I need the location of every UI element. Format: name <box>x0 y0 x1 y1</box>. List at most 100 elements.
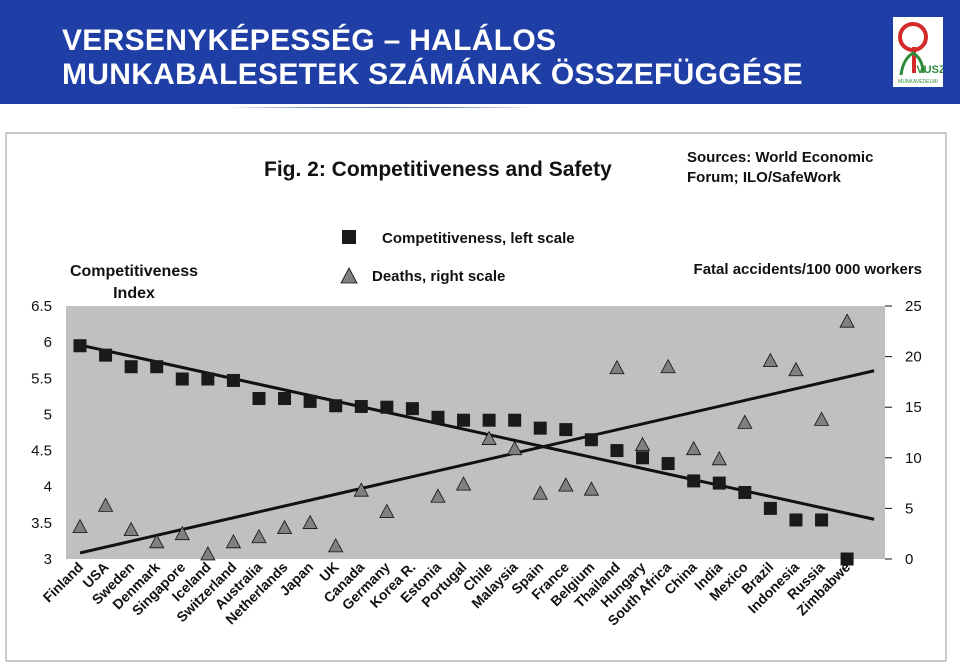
competitiveness-series <box>73 339 854 566</box>
competitiveness-point <box>175 372 189 386</box>
y-right-tick-label: 0 <box>905 551 913 568</box>
competitiveness-point <box>636 451 650 465</box>
y-right-tick-label: 25 <box>905 298 922 315</box>
y-right-tick-label: 15 <box>905 399 922 416</box>
competitiveness-point <box>482 413 496 427</box>
deaths-trendline <box>79 369 875 555</box>
chart-title: Fig. 2: Competitiveness and Safety <box>264 158 612 181</box>
competitiveness-point <box>329 399 343 413</box>
competitiveness-point <box>738 485 752 499</box>
y-left-ticks: 3 3.5 4 4.5 5 5.5 6 6.5 <box>31 298 52 568</box>
deaths-point <box>200 546 216 561</box>
legend-deaths-label: Deaths, right scale <box>372 268 505 285</box>
competitiveness-point <box>201 372 215 386</box>
competitiveness-point <box>150 360 164 374</box>
deaths-point <box>328 538 344 553</box>
deaths-point <box>634 436 651 452</box>
deaths-point <box>174 525 190 541</box>
competitiveness-point <box>712 476 726 490</box>
deaths-point <box>123 521 139 537</box>
y-right-ticks: 0 5 10 15 20 25 <box>885 298 922 568</box>
competitiveness-point <box>815 513 829 527</box>
y-left-tick-label: 3.5 <box>31 515 52 532</box>
competitiveness-point <box>763 501 777 515</box>
legend-triangle-marker <box>340 267 358 284</box>
competitiveness-point <box>533 421 547 435</box>
competitiveness-point <box>278 392 292 406</box>
deaths-point <box>455 476 472 491</box>
slide-title-line1: VERSENYKÉPESSÉG – HALÁLOS <box>62 24 557 57</box>
deaths-point <box>839 313 855 328</box>
y-left-label-line1: Competitiveness <box>70 263 198 280</box>
competitiveness-point <box>661 457 675 471</box>
competitiveness-point <box>226 373 240 387</box>
competitiveness-point <box>789 513 803 527</box>
deaths-point <box>532 485 548 500</box>
deaths-point <box>302 514 318 529</box>
competitiveness-point <box>99 348 113 362</box>
deaths-point <box>558 477 574 492</box>
competitiveness-point <box>431 410 445 424</box>
chart-sources-line2: Forum; ILO/SafeWork <box>687 169 842 186</box>
y-left-label-line2: Index <box>113 285 155 302</box>
deaths-point <box>97 497 114 512</box>
logo-text: VUSZ <box>916 64 943 76</box>
slide-title: VERSENYKÉPESSÉG – HALÁLOS MUNKABALESETEK… <box>62 24 803 92</box>
deaths-point <box>711 450 727 466</box>
vusz-logo-icon: VUSZ MUNKAVÉDELMI <box>893 17 946 87</box>
competitiveness-point <box>380 400 394 414</box>
y-right-tick-label: 10 <box>905 450 922 467</box>
logo-small-text: MUNKAVÉDELMI <box>898 78 938 85</box>
y-right-tick-label: 20 <box>905 349 922 366</box>
deaths-point <box>353 482 369 497</box>
chart-sources-line1: Sources: World Economic <box>687 149 873 166</box>
deaths-point <box>762 352 779 368</box>
deaths-point <box>583 481 600 496</box>
slide-title-line2: MUNKABALESETEK SZÁMÁNAK ÖSSZEFÜGGÉSE <box>62 58 803 91</box>
deaths-point <box>276 519 293 535</box>
y-left-tick-label: 5.5 <box>31 370 52 387</box>
deaths-point <box>686 440 702 456</box>
deaths-point <box>660 358 676 374</box>
y-left-tick-label: 6.5 <box>31 298 52 315</box>
competitiveness-point <box>457 413 471 427</box>
deaths-series <box>72 313 855 561</box>
deaths-point <box>507 440 523 456</box>
deaths-point <box>149 533 165 549</box>
y-right-label: Fatal accidents/100 000 workers <box>694 261 922 278</box>
competitiveness-point <box>124 360 138 374</box>
deaths-point <box>72 518 88 534</box>
competitiveness-point <box>508 413 522 427</box>
title-banner: VERSENYKÉPESSÉG – HALÁLOS MUNKABALESETEK… <box>0 0 960 108</box>
y-right-tick-label: 5 <box>905 500 913 517</box>
competitiveness-point <box>405 402 419 416</box>
deaths-point <box>481 430 497 445</box>
deaths-point <box>813 411 830 426</box>
deaths-point <box>430 488 446 503</box>
vusz-logo: VUSZ MUNKAVÉDELMI <box>893 17 946 87</box>
legend-competitiveness-label: Competitiveness, left scale <box>382 230 575 247</box>
y-left-tick-label: 6 <box>44 334 52 351</box>
y-left-tick-label: 5 <box>44 406 52 423</box>
competitiveness-point <box>303 394 317 408</box>
deaths-point <box>609 359 625 375</box>
competitiveness-point <box>354 399 368 413</box>
legend-square-marker <box>342 230 356 244</box>
deaths-point <box>225 533 242 549</box>
competitiveness-point <box>584 433 598 447</box>
banner-curve <box>0 104 960 118</box>
y-left-tick-label: 3 <box>44 551 52 568</box>
competitiveness-point <box>252 392 266 406</box>
competitiveness-point <box>559 423 573 437</box>
competitiveness-point <box>73 339 87 353</box>
competitiveness-point <box>840 552 854 566</box>
deaths-point <box>379 503 395 518</box>
deaths-point <box>737 414 753 429</box>
y-left-tick-label: 4 <box>44 479 52 496</box>
deaths-point <box>251 528 267 544</box>
competitiveness-point <box>610 444 624 458</box>
y-left-tick-label: 4.5 <box>31 443 52 460</box>
competitiveness-point <box>687 474 701 488</box>
deaths-point <box>788 361 804 377</box>
